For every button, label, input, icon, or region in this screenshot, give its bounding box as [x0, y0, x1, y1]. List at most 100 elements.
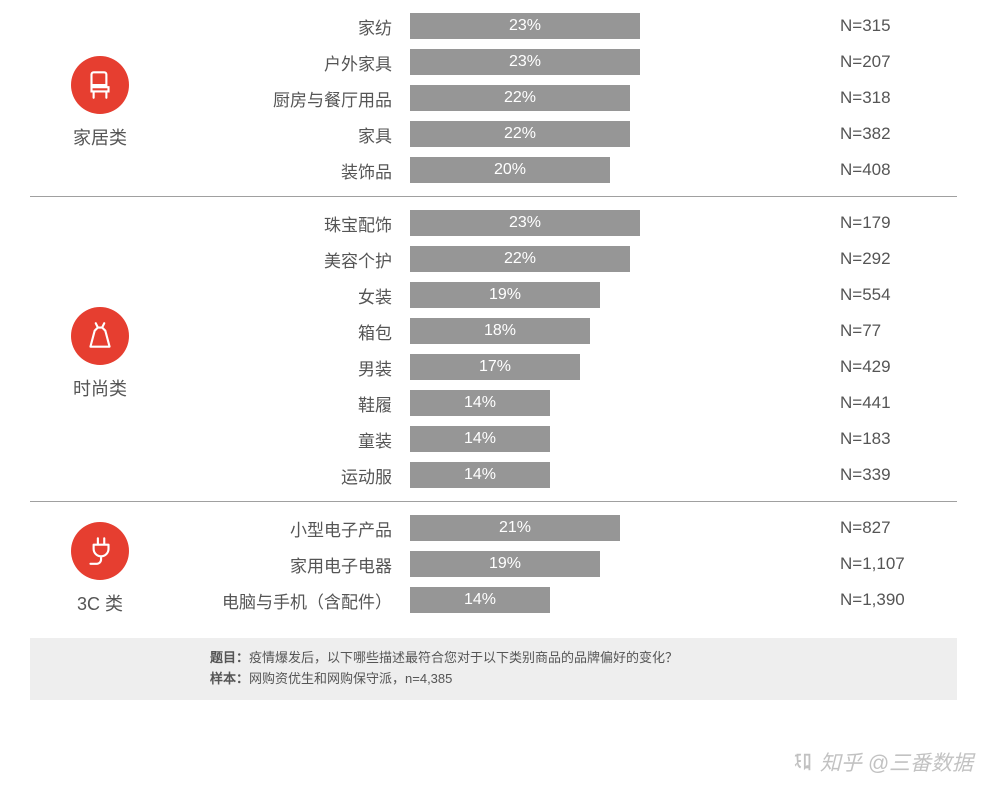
row-label: 电脑与手机（含配件）	[170, 588, 410, 613]
category-header: 3C 类	[30, 512, 170, 616]
bar-row: 女装 19% N=554	[170, 277, 957, 313]
bar: 22%	[410, 246, 630, 272]
row-label: 装饰品	[170, 158, 410, 183]
bar-row: 美容个护22%N=292	[170, 241, 957, 277]
category-section-fashion: 时尚类珠宝配饰23%N=179美容个护22%N=292女装19%N=554箱包1…	[30, 196, 957, 501]
row-label: 女装	[170, 283, 410, 308]
bar: 23%	[410, 49, 640, 75]
bar-percent-label: 17%	[479, 358, 511, 376]
row-label: 童装	[170, 427, 410, 452]
row-sample-size: N=315	[770, 16, 957, 36]
bar-zone: 14%	[410, 390, 770, 416]
category-title: 时尚类	[73, 375, 127, 401]
row-label: 家纺	[170, 14, 410, 39]
category-bar-chart: 家居类 家纺 23% N=315 户外家具 23% N=207 厨房与餐厅用品 22% N=318…	[0, 0, 987, 626]
row-label: 美容个护	[170, 247, 410, 272]
bar-zone: 22%	[410, 121, 770, 147]
bar-zone: 22%	[410, 246, 770, 272]
bar-zone: 19%	[410, 282, 770, 308]
row-sample-size: N=429	[770, 357, 957, 377]
bar-percent-label: 23%	[509, 53, 541, 71]
bar-row: 家用电子电器 19% N=1,107	[170, 546, 957, 582]
bar: 14%	[410, 390, 550, 416]
bar-percent-label: 22%	[504, 125, 536, 143]
row-sample-size: N=1,107	[770, 554, 957, 574]
bar: 14%	[410, 587, 550, 613]
category-rows: 小型电子产品21%N=827 家用电子电器 19% N=1,107 电脑与手机（含配件）…	[170, 510, 957, 618]
bar: 20%	[410, 157, 610, 183]
row-sample-size: N=554	[770, 285, 957, 305]
bar-row: 家纺 23% N=315	[170, 8, 957, 44]
plug-icon	[71, 522, 129, 580]
row-label: 厨房与餐厅用品	[170, 86, 410, 111]
bar: 19%	[410, 551, 600, 577]
bar-percent-label: 18%	[484, 322, 516, 340]
dress-icon	[71, 307, 129, 365]
footer-line1-text: 疫情爆发后，以下哪些描述最符合您对于以下类别商品的品牌偏好的变化？	[249, 650, 678, 665]
bar-zone: 23%	[410, 13, 770, 39]
bar-row: 厨房与餐厅用品 22% N=318	[170, 80, 957, 116]
category-header: 家居类	[30, 46, 170, 150]
row-sample-size: N=207	[770, 52, 957, 72]
bar: 14%	[410, 426, 550, 452]
row-label: 家具	[170, 122, 410, 147]
bar-row: 小型电子产品21%N=827	[170, 510, 957, 546]
bar: 18%	[410, 318, 590, 344]
bar-row: 男装 17% N=429	[170, 349, 957, 385]
zhihu-icon	[792, 751, 814, 773]
bar-row: 童装14%N=183	[170, 421, 957, 457]
chair-icon	[71, 56, 129, 114]
row-label: 家用电子电器	[170, 552, 410, 577]
bar: 22%	[410, 121, 630, 147]
bar: 14%	[410, 462, 550, 488]
row-sample-size: N=179	[770, 213, 957, 233]
bar-zone: 21%	[410, 515, 770, 541]
footer-note: 题目：疫情爆发后，以下哪些描述最符合您对于以下类别商品的品牌偏好的变化？ 样本：…	[30, 638, 957, 700]
row-sample-size: N=318	[770, 88, 957, 108]
bar-zone: 14%	[410, 587, 770, 613]
bar-percent-label: 19%	[489, 555, 521, 573]
bar-zone: 14%	[410, 426, 770, 452]
row-label: 户外家具	[170, 50, 410, 75]
bar-percent-label: 22%	[504, 250, 536, 268]
category-title: 家居类	[73, 124, 127, 150]
row-sample-size: N=382	[770, 124, 957, 144]
bar: 21%	[410, 515, 620, 541]
bar-percent-label: 19%	[489, 286, 521, 304]
bar-row: 装饰品20% N=408	[170, 152, 957, 188]
bar-row: 箱包18%N=77	[170, 313, 957, 349]
footer-line1-label: 题目：	[210, 650, 249, 665]
bar-zone: 17%	[410, 354, 770, 380]
bar-row: 运动服14%N=339	[170, 457, 957, 493]
bar: 19%	[410, 282, 600, 308]
bar: 23%	[410, 210, 640, 236]
bar-zone: 14%	[410, 462, 770, 488]
row-label: 小型电子产品	[170, 516, 410, 541]
watermark-text: 知乎 @三番数据	[820, 747, 973, 777]
row-label: 鞋履	[170, 391, 410, 416]
bar: 22%	[410, 85, 630, 111]
bar-row: 鞋履14% N=441	[170, 385, 957, 421]
bar-zone: 23%	[410, 49, 770, 75]
row-sample-size: N=339	[770, 465, 957, 485]
bar: 23%	[410, 13, 640, 39]
bar-row: 家具 22% N=382	[170, 116, 957, 152]
row-sample-size: N=441	[770, 393, 957, 413]
row-label: 男装	[170, 355, 410, 380]
footer-line2-label: 样本：	[210, 671, 249, 686]
bar-zone: 22%	[410, 85, 770, 111]
bar-percent-label: 14%	[464, 591, 496, 609]
row-sample-size: N=77	[770, 321, 957, 341]
footer-line2-text: 网购资优生和网购保守派，n=4,385	[249, 671, 452, 686]
category-title: 3C 类	[77, 590, 123, 616]
bar-percent-label: 22%	[504, 89, 536, 107]
category-section-home: 家居类 家纺 23% N=315 户外家具 23% N=207 厨房与餐厅用品 22% N=318…	[30, 0, 957, 196]
bar-zone: 23%	[410, 210, 770, 236]
bar-percent-label: 23%	[509, 17, 541, 35]
row-sample-size: N=408	[770, 160, 957, 180]
bar-percent-label: 23%	[509, 214, 541, 232]
row-label: 珠宝配饰	[170, 211, 410, 236]
bar-row: 珠宝配饰 23% N=179	[170, 205, 957, 241]
bar: 17%	[410, 354, 580, 380]
bar-percent-label: 14%	[464, 466, 496, 484]
